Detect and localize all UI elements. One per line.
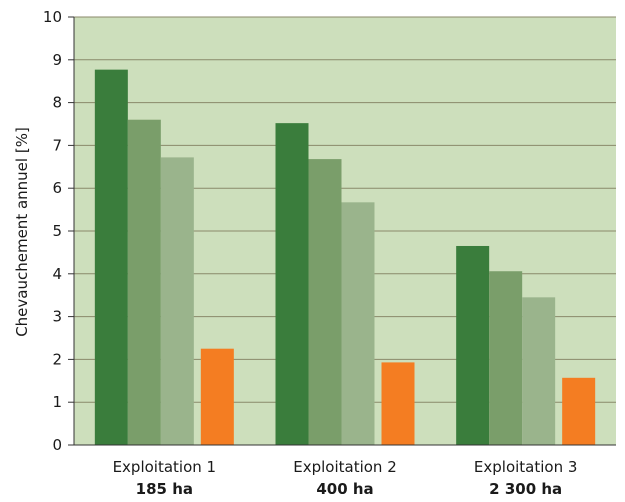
- bar: [381, 362, 415, 445]
- bars: [94, 69, 596, 446]
- bar: [522, 297, 556, 445]
- y-tick-label: 6: [52, 179, 62, 197]
- bar: [200, 348, 234, 445]
- y-axis-label: Chevauchement annuel [%]: [13, 127, 31, 337]
- bar: [456, 245, 490, 445]
- y-tick-label: 7: [52, 136, 62, 154]
- bar: [94, 69, 128, 446]
- y-tick-label: 1: [52, 393, 62, 411]
- x-tick-labels: Exploitation 1 185 ha Exploitation 2 400 ha…: [113, 458, 578, 498]
- y-tick-labels: 0 1 2 3 4 5 6 7 8 9 10: [43, 8, 74, 454]
- y-tick-label: 4: [52, 265, 62, 283]
- bar: [341, 202, 375, 445]
- y-tick-label: 5: [52, 222, 62, 240]
- x-category-sublabel: 400 ha: [316, 480, 373, 498]
- y-tick-label: 9: [52, 51, 62, 69]
- x-category-label: Exploitation 1: [113, 458, 217, 476]
- x-category-sublabel: 2 300 ha: [489, 480, 562, 498]
- bar: [308, 159, 342, 445]
- x-category-label: Exploitation 2: [293, 458, 397, 476]
- bar: [562, 377, 596, 445]
- y-tick-label: 2: [52, 350, 62, 368]
- x-category-sublabel: 185 ha: [136, 480, 193, 498]
- bar: [275, 123, 309, 446]
- x-category-label: Exploitation 3: [474, 458, 578, 476]
- y-tick-label: 3: [52, 308, 62, 326]
- y-tick-label: 10: [43, 8, 62, 26]
- bar: [127, 119, 161, 445]
- y-tick-label: 0: [52, 436, 62, 454]
- y-tick-label: 8: [52, 94, 62, 112]
- bar: [160, 157, 194, 445]
- bar: [489, 271, 523, 445]
